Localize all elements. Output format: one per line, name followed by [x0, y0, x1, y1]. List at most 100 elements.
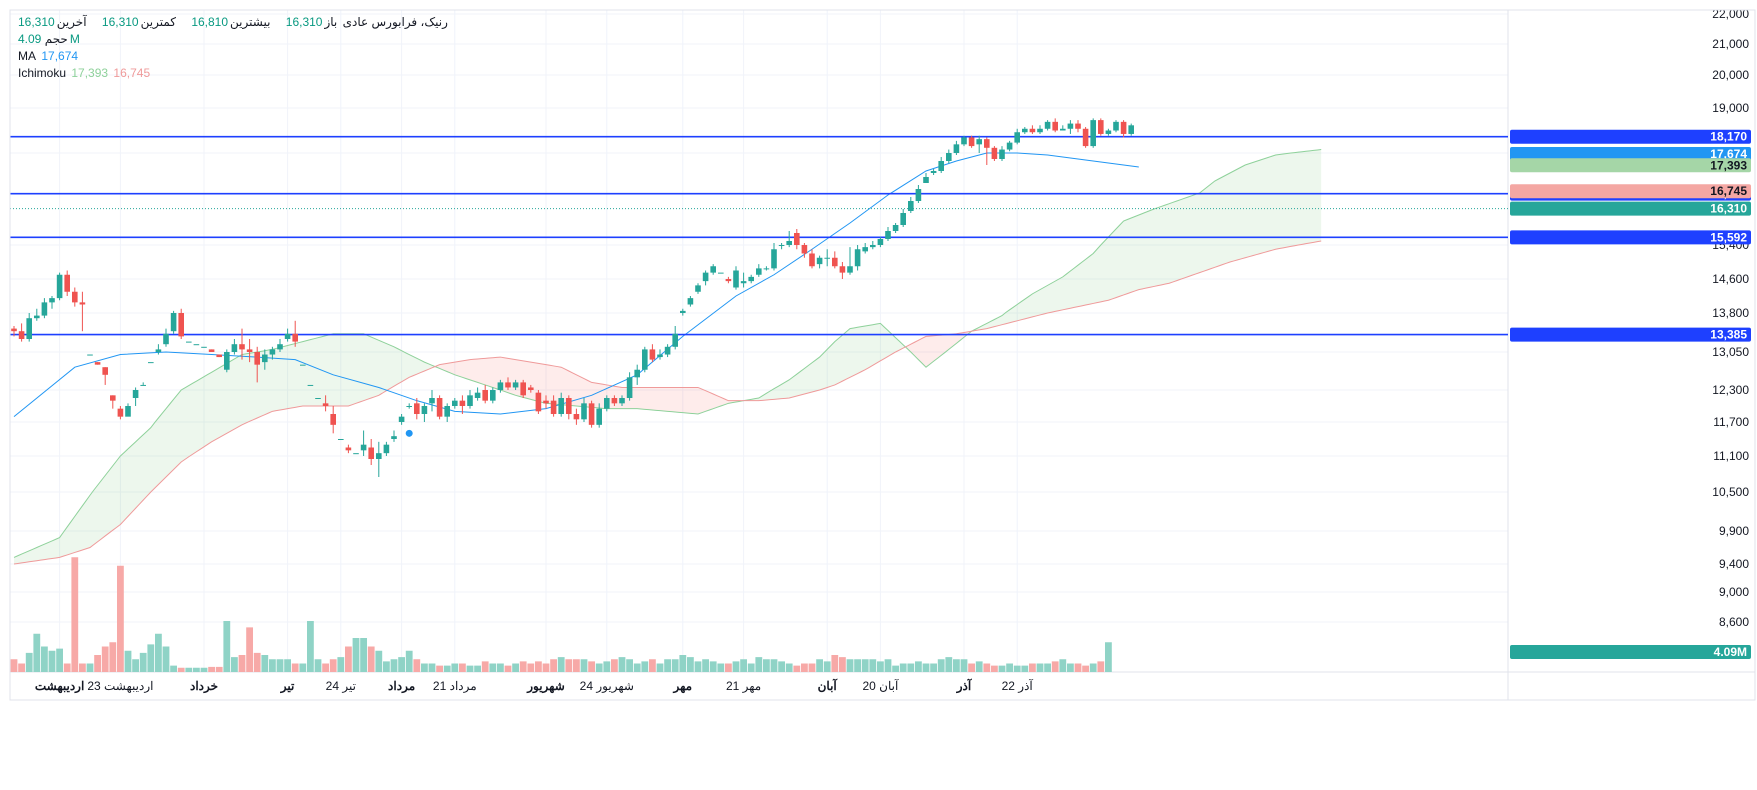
candle-body[interactable]: [467, 395, 473, 406]
candle-body[interactable]: [87, 354, 93, 356]
candle-body[interactable]: [1120, 121, 1127, 134]
candle-body[interactable]: [642, 349, 648, 370]
candle-body[interactable]: [72, 291, 78, 303]
candle-body[interactable]: [1006, 142, 1013, 150]
candle-body[interactable]: [908, 201, 914, 211]
candle-body[interactable]: [1014, 132, 1020, 143]
candle-body[interactable]: [368, 447, 374, 460]
candle-body[interactable]: [794, 233, 800, 245]
candle-body[interactable]: [94, 362, 101, 365]
candle-body[interactable]: [49, 298, 55, 303]
candle-body[interactable]: [748, 276, 754, 282]
candle-body[interactable]: [1082, 128, 1089, 147]
candle-body[interactable]: [756, 268, 762, 275]
candle-body[interactable]: [528, 387, 534, 390]
candle-body[interactable]: [1098, 120, 1104, 134]
candle-body[interactable]: [1052, 121, 1058, 131]
candle-body[interactable]: [353, 453, 359, 455]
candle-body[interactable]: [824, 257, 830, 259]
candle-body[interactable]: [839, 266, 846, 273]
candle-body[interactable]: [1105, 130, 1112, 134]
candle-body[interactable]: [801, 245, 808, 254]
candle-body[interactable]: [733, 270, 739, 288]
candle-body[interactable]: [155, 349, 162, 352]
candle-body[interactable]: [535, 392, 542, 412]
candle-body[interactable]: [695, 285, 701, 292]
candle-body[interactable]: [870, 245, 876, 248]
candle-body[interactable]: [847, 266, 853, 273]
candle-body[interactable]: [56, 274, 63, 299]
volume-legend[interactable]: حجم 4.09M: [18, 31, 82, 47]
candle-body[interactable]: [581, 403, 587, 420]
candle-body[interactable]: [543, 400, 549, 404]
candle-body[interactable]: [566, 398, 572, 414]
candle-body[interactable]: [383, 444, 390, 454]
candle-body[interactable]: [885, 231, 891, 239]
candle-body[interactable]: [79, 302, 86, 305]
candle-body[interactable]: [649, 349, 656, 360]
price-axis[interactable]: 22,00021,00020,00019,00017,70015,40014,6…: [1712, 7, 1749, 629]
candle-body[interactable]: [26, 318, 32, 339]
candle-body[interactable]: [246, 349, 253, 352]
candle-body[interactable]: [292, 333, 298, 342]
candle-body[interactable]: [269, 349, 276, 355]
candle-body[interactable]: [520, 382, 526, 396]
candle-body[interactable]: [64, 274, 70, 292]
candle-body[interactable]: [626, 377, 633, 398]
candle-body[interactable]: [231, 344, 238, 352]
candle-body[interactable]: [558, 398, 564, 414]
candle-body[interactable]: [725, 279, 732, 282]
candle-body[interactable]: [345, 447, 352, 451]
candle-body[interactable]: [1060, 128, 1066, 131]
candle-body[interactable]: [216, 354, 222, 358]
candle-body[interactable]: [512, 382, 519, 388]
candle-body[interactable]: [718, 272, 724, 274]
candle-body[interactable]: [315, 398, 321, 399]
candle-body[interactable]: [262, 354, 268, 363]
candle-body[interactable]: [634, 369, 640, 378]
candle-body[interactable]: [178, 313, 184, 337]
candle-body[interactable]: [961, 137, 967, 145]
candle-body[interactable]: [34, 315, 40, 319]
candle-body[interactable]: [687, 298, 694, 305]
candle-body[interactable]: [892, 225, 899, 231]
candle-body[interactable]: [1128, 125, 1134, 134]
candle-body[interactable]: [816, 257, 823, 265]
candle-body[interactable]: [474, 392, 481, 398]
candle-body[interactable]: [436, 398, 443, 417]
candle-body[interactable]: [1029, 128, 1036, 133]
event-marker[interactable]: [404, 428, 414, 438]
candle-body[interactable]: [1075, 123, 1081, 129]
candle-body[interactable]: [224, 352, 230, 370]
candle-body[interactable]: [505, 382, 511, 388]
candle-body[interactable]: [186, 341, 192, 343]
candle-body[interactable]: [117, 408, 124, 417]
candle-body[interactable]: [862, 247, 868, 252]
candle-body[interactable]: [414, 403, 420, 414]
candle-body[interactable]: [338, 439, 344, 440]
candle-body[interactable]: [163, 333, 169, 345]
candle-body[interactable]: [300, 364, 306, 366]
ma-legend[interactable]: MA 17,674: [18, 48, 80, 64]
candle-body[interactable]: [193, 344, 200, 346]
candle-body[interactable]: [968, 137, 975, 147]
candle-body[interactable]: [125, 406, 131, 417]
candle-body[interactable]: [208, 349, 215, 352]
candle-body[interactable]: [550, 400, 557, 414]
candle-body[interactable]: [102, 367, 108, 375]
candle-body[interactable]: [459, 400, 466, 406]
candle-body[interactable]: [11, 328, 17, 332]
candle-body[interactable]: [482, 390, 488, 401]
candle-body[interactable]: [398, 416, 405, 422]
candle-body[interactable]: [444, 406, 450, 417]
candle-body[interactable]: [832, 257, 838, 267]
candle-body[interactable]: [657, 354, 663, 358]
candle-body[interactable]: [680, 310, 686, 313]
candle-body[interactable]: [984, 139, 990, 148]
candle-body[interactable]: [170, 313, 177, 332]
candle-body[interactable]: [284, 333, 291, 339]
candle-body[interactable]: [976, 139, 982, 145]
candle-body[interactable]: [619, 398, 625, 404]
candle-body[interactable]: [41, 302, 48, 316]
